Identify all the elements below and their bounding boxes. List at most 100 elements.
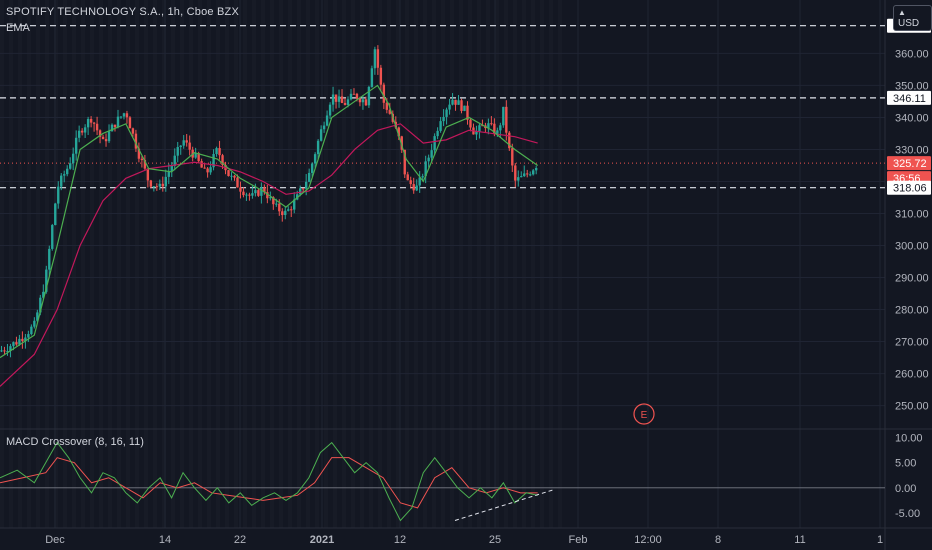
time-tick-label: 12:00 (634, 534, 662, 546)
candle-body (463, 105, 466, 111)
candle-body (179, 145, 182, 148)
session-band (297, 0, 301, 528)
candle-body (334, 94, 338, 102)
session-band (81, 0, 85, 528)
session-band (477, 0, 481, 528)
session-band (36, 0, 40, 528)
candle-body (12, 342, 15, 347)
candle-body (269, 197, 272, 199)
session-band (18, 0, 22, 528)
session-band (486, 0, 490, 528)
candle-body (529, 174, 532, 176)
candle-body (388, 109, 392, 114)
candle-body (194, 153, 197, 158)
candle-body (418, 177, 421, 186)
candle-body (382, 84, 386, 103)
candle-body (257, 190, 260, 196)
macd-title[interactable]: MACD Crossover (8, 16, 11) (6, 436, 144, 448)
candle-body (176, 147, 179, 156)
candle-body (251, 193, 254, 196)
candle-body (325, 115, 329, 126)
session-band (252, 0, 256, 528)
candle-body (508, 132, 511, 149)
candle-body (340, 96, 344, 103)
candle-body (116, 116, 120, 128)
candle-body (158, 183, 162, 187)
candle-body (460, 100, 463, 111)
last-price-label-bg (887, 156, 931, 171)
session-band (540, 0, 544, 528)
candle-body (499, 125, 502, 131)
candle-body (140, 158, 144, 161)
candle-body (448, 104, 451, 110)
candle-body (310, 163, 314, 173)
candle-body (281, 211, 284, 216)
candle-body (209, 167, 212, 173)
candle-body (293, 199, 296, 210)
candle-body (487, 123, 490, 129)
candle-body (260, 187, 263, 196)
session-band (396, 0, 400, 528)
candle-body (128, 117, 132, 129)
candle-body (173, 155, 176, 166)
session-band (108, 0, 112, 528)
time-tick-label: 12 (394, 534, 406, 546)
candle-body (215, 148, 218, 155)
candle-body (24, 337, 27, 341)
candle-body (385, 102, 389, 110)
candle-body (18, 338, 21, 345)
price-tick-label: 290.00 (895, 273, 929, 285)
candle-body (233, 175, 236, 178)
session-band (342, 0, 346, 528)
session-band (63, 0, 67, 528)
candle-body (245, 194, 248, 196)
session-band (162, 0, 166, 528)
candle-body (349, 93, 353, 100)
session-band (414, 0, 418, 528)
session-band (450, 0, 454, 528)
session-band (270, 0, 274, 528)
candle-body (104, 139, 108, 142)
price-tick-label: 310.00 (895, 208, 929, 220)
support-label: 318.06 (893, 183, 927, 195)
candle-body (48, 248, 51, 270)
candle-body (57, 186, 60, 204)
earnings-marker-icon (633, 403, 655, 425)
candle-body (454, 99, 457, 105)
session-band (513, 0, 517, 528)
candle-body (415, 185, 418, 191)
session-band (378, 0, 382, 528)
candle-body (352, 93, 356, 95)
candle-body (284, 210, 287, 216)
currency-button[interactable]: ▲ USD (893, 5, 932, 31)
candle-body (66, 168, 69, 175)
candle-body (98, 130, 102, 137)
session-band (54, 0, 58, 528)
candle-body (74, 137, 78, 154)
candle-body (481, 125, 484, 127)
candle-body (248, 194, 251, 196)
candle-body (197, 153, 200, 162)
candle-body (313, 154, 317, 164)
candle-body (188, 142, 191, 150)
candle-body (137, 148, 141, 159)
indicator-label[interactable]: EMA (6, 22, 30, 34)
candle-body (409, 180, 412, 185)
candle-body (403, 149, 406, 175)
candle-body (146, 168, 150, 181)
candle-body (307, 172, 311, 182)
session-band (117, 0, 121, 528)
candle-body (9, 346, 12, 352)
session-band (441, 0, 445, 528)
candle-body (80, 130, 84, 133)
candle-body (51, 225, 54, 249)
candle-body (161, 183, 164, 187)
candle-body (266, 192, 269, 199)
session-band (207, 0, 211, 528)
candle-body (319, 129, 323, 141)
candle-body (218, 148, 221, 156)
time-tick-label: 8 (715, 534, 721, 546)
session-band (99, 0, 103, 528)
session-band (45, 0, 49, 528)
